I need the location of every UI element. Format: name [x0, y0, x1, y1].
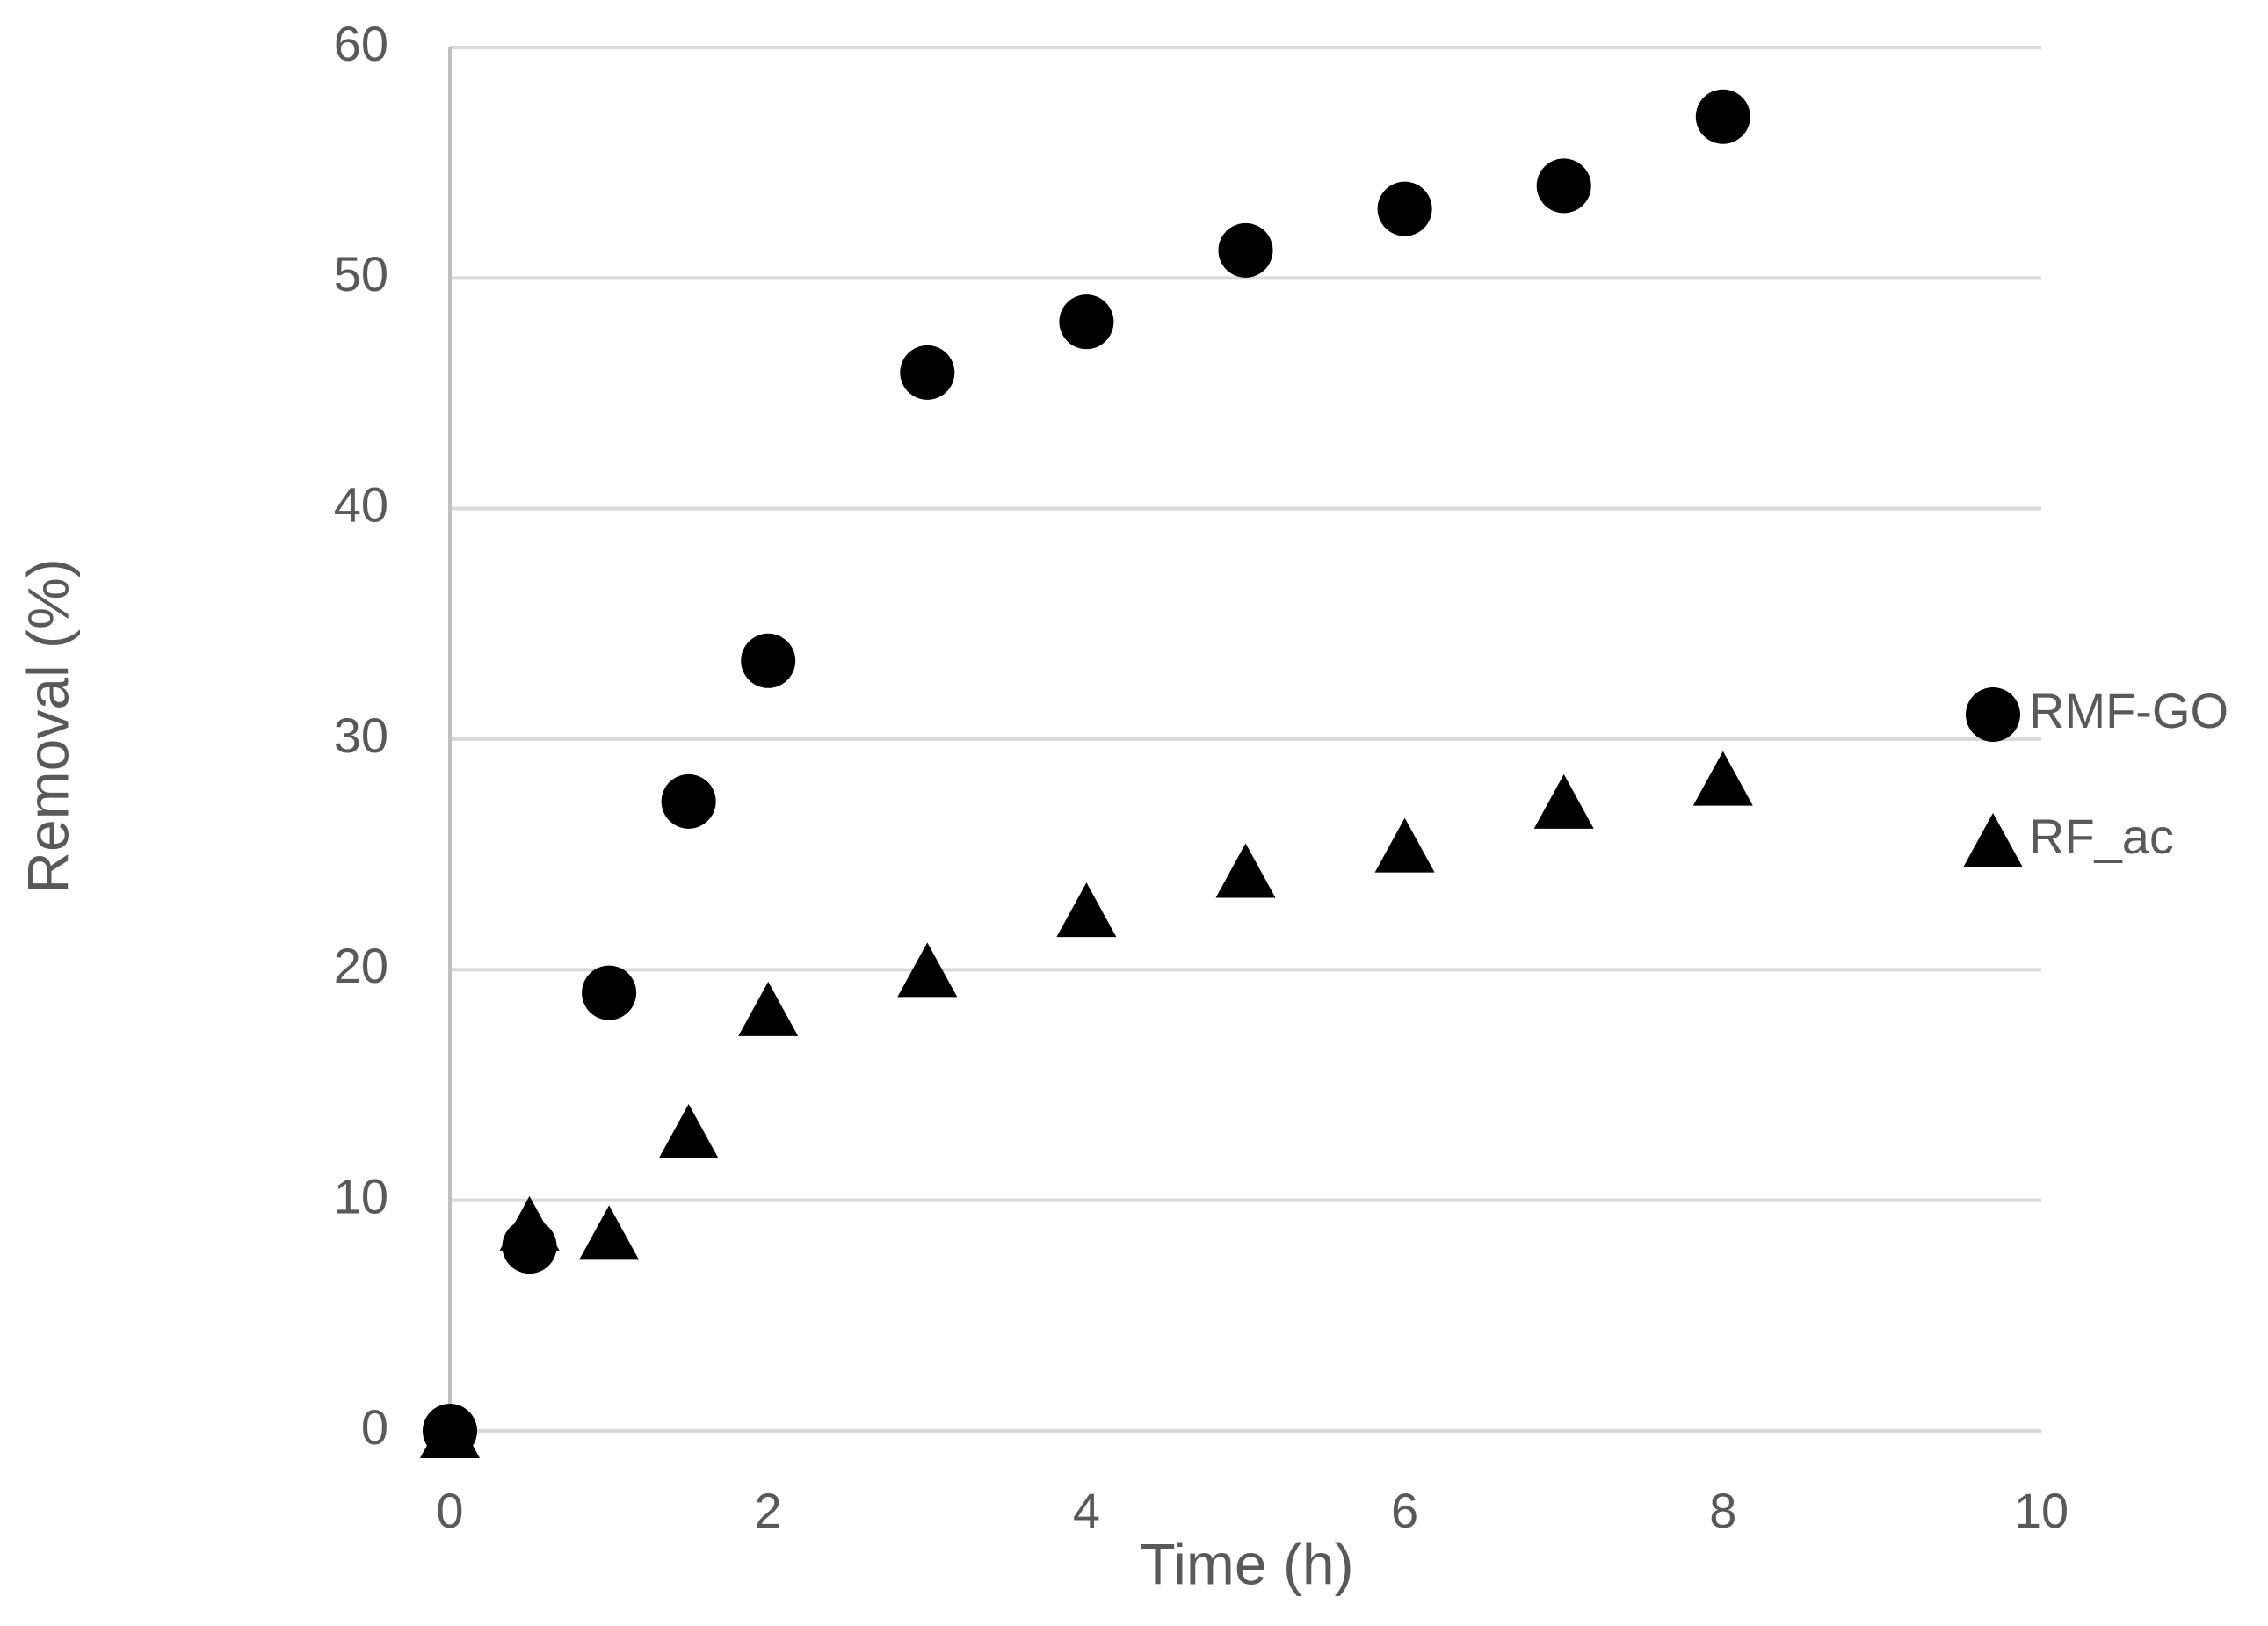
x-tick-label: 4 [1073, 1483, 1100, 1538]
y-tick-label: 40 [334, 476, 388, 532]
x-axis-label: Time (h) [1140, 1531, 1353, 1596]
circle-marker [1695, 89, 1750, 144]
triangle-marker [499, 1195, 560, 1251]
triangle-marker [1963, 813, 2023, 867]
triangle-marker [738, 981, 799, 1036]
y-tick-label: 10 [334, 1168, 388, 1223]
circle-marker [1966, 687, 2020, 742]
x-tick-label: 0 [436, 1483, 463, 1538]
circle-marker [661, 773, 716, 829]
triangle-marker [897, 942, 958, 998]
circle-marker [900, 345, 955, 400]
triangle-marker [1056, 882, 1117, 938]
triangle-marker [1692, 751, 1753, 806]
circle-marker [582, 965, 637, 1020]
triangle-marker [1533, 773, 1594, 829]
x-tick-label: 10 [2014, 1483, 2069, 1538]
x-tick-label: 6 [1391, 1483, 1418, 1538]
y-tick-label: 0 [361, 1399, 388, 1455]
triangle-marker [420, 1404, 480, 1458]
circle-marker [1059, 294, 1114, 350]
x-tick-label: 8 [1709, 1483, 1736, 1538]
circle-marker [741, 633, 796, 688]
triangle-marker [1215, 843, 1276, 898]
y-tick-label: 20 [334, 938, 388, 993]
circle-marker [1377, 181, 1432, 236]
legend-label: RF_ac [2029, 809, 2174, 864]
y-tick-label: 60 [334, 16, 388, 71]
y-axis-label: Removal (%) [15, 558, 80, 893]
y-tick-label: 30 [334, 708, 388, 763]
circle-marker [1536, 158, 1591, 214]
y-tick-label: 50 [334, 246, 388, 301]
triangle-marker [1374, 817, 1435, 873]
triangle-marker [579, 1205, 640, 1260]
triangle-marker [658, 1103, 719, 1158]
circle-marker [1218, 222, 1273, 278]
x-tick-label: 2 [755, 1483, 782, 1538]
legend-label: RMF-GO [2029, 683, 2228, 738]
